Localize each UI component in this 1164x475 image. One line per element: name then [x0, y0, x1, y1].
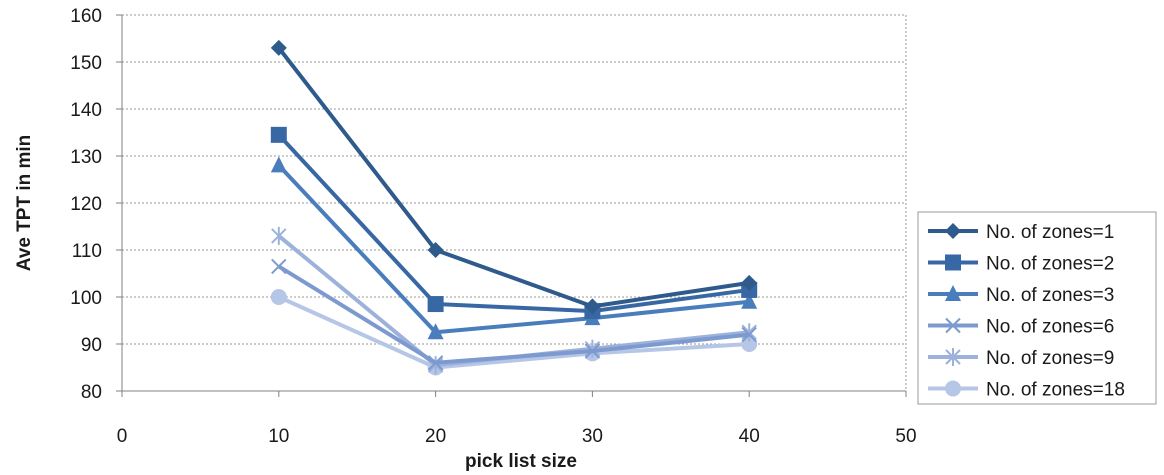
- x-tick-labels: 0 10 20 30 40 50: [117, 426, 917, 447]
- series-4: [271, 258, 757, 371]
- data-point: [584, 298, 601, 315]
- legend-item: No. of zones=2: [928, 254, 1114, 275]
- x-axis-label: pick list size: [465, 451, 577, 472]
- legend-label: No. of zones=3: [986, 285, 1114, 306]
- legend-label: No. of zones=6: [986, 317, 1114, 338]
- marker-stroke: [271, 258, 287, 275]
- data-point: [270, 289, 287, 305]
- series-line: [277, 133, 750, 314]
- y-tick-label: 130: [70, 147, 102, 168]
- series-3: [270, 156, 758, 340]
- legend-item: No. of zones=18: [928, 380, 1125, 401]
- data-point: [741, 326, 757, 343]
- data-point: [945, 254, 961, 271]
- legend-item: No. of zones=9: [928, 348, 1114, 369]
- x-tick-label: 50: [895, 426, 916, 447]
- data-point: [945, 317, 961, 334]
- data-point: [271, 258, 287, 275]
- y-tick-label: 80: [81, 382, 102, 403]
- series-1: [270, 39, 758, 315]
- x-tick-label: 40: [739, 426, 760, 447]
- y-tick-label: 120: [70, 194, 102, 215]
- y-tick-label: 160: [70, 6, 102, 27]
- y-tick-label: 110: [72, 241, 102, 262]
- data-point: [945, 223, 961, 239]
- series-line: [277, 46, 750, 309]
- data-point: [427, 296, 444, 313]
- y-tick-label: 90: [81, 335, 102, 356]
- legend-item: No. of zones=1: [928, 222, 1114, 243]
- marker-stroke: [945, 317, 961, 334]
- series-line: [277, 264, 750, 365]
- series-line: [277, 295, 750, 370]
- series-2: [270, 126, 758, 320]
- x-tick-label: 20: [425, 426, 446, 447]
- x-tick-label: 30: [582, 426, 603, 447]
- series-line: [277, 164, 750, 335]
- data-point: [945, 380, 961, 397]
- data-point: [270, 126, 287, 143]
- data-point: [427, 323, 444, 340]
- marker-stroke: [741, 326, 757, 343]
- legend-label: No. of zones=2: [986, 254, 1114, 275]
- data-point: [270, 39, 287, 56]
- legend-label: No. of zones=18: [986, 380, 1125, 401]
- y-tick-label: 100: [70, 288, 102, 309]
- y-tick-label: 140: [70, 100, 102, 121]
- data-point: [945, 348, 961, 366]
- data-point: [584, 343, 601, 359]
- axes: [116, 14, 907, 397]
- x-tick-label: 10: [268, 426, 289, 447]
- legend: No. of zones=1 No. of zones=2 No. of zones…: [917, 211, 1157, 405]
- y-axis-label: Ave TPT in min: [14, 135, 35, 272]
- data-point: [271, 226, 287, 245]
- legend-label: No. of zones=1: [986, 222, 1114, 243]
- data-point: [741, 292, 758, 309]
- data-point: [427, 242, 444, 258]
- series-layer: [270, 39, 758, 376]
- legend-box: [917, 211, 1157, 405]
- y-tick-labels: 80 90 100 110 120 130 140 150 160: [70, 6, 102, 403]
- y-tick-label: 150: [70, 53, 102, 74]
- gridlines: [122, 14, 907, 391]
- marker-stroke: [584, 343, 601, 359]
- legend-item: No. of zones=3: [928, 285, 1114, 306]
- marker-stroke: [427, 355, 444, 371]
- data-point: [741, 274, 758, 291]
- data-point: [270, 156, 287, 173]
- data-point: [945, 285, 961, 301]
- legend-label: No. of zones=9: [986, 348, 1114, 369]
- legend-item: No. of zones=6: [928, 317, 1114, 338]
- data-point: [427, 355, 444, 371]
- x-tick-label: 0: [117, 426, 128, 447]
